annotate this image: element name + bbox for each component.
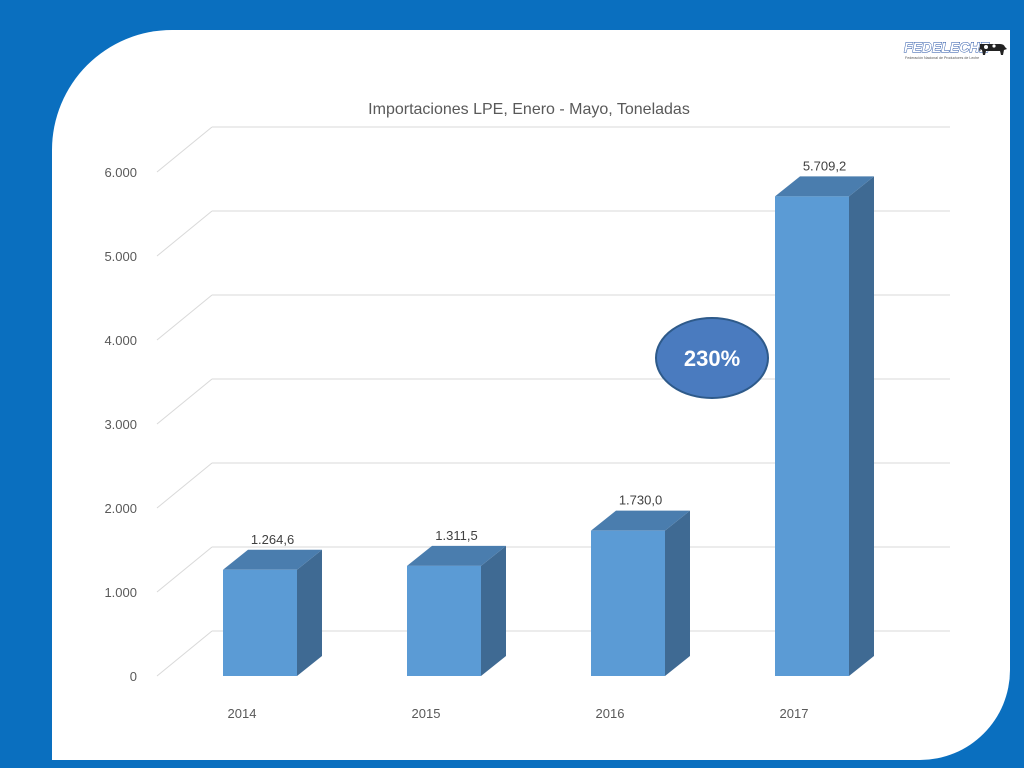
fedeleche-logo: FEDELECHE Federación Nacional de Product… (902, 34, 1010, 64)
logo-name: FEDELECHE (904, 39, 989, 55)
gridline-diagonal (156, 546, 213, 593)
data-label: 1.730,0 (619, 493, 662, 508)
bar-top (775, 176, 874, 197)
bar-top (407, 545, 506, 566)
bar-side (665, 510, 690, 676)
bar-top (591, 510, 690, 531)
bar-side (481, 545, 506, 676)
bar-front (407, 565, 481, 676)
data-label: 5.709,2 (803, 158, 846, 173)
bar-2014 (223, 549, 322, 676)
chart: Importaciones LPE, Enero - Mayo, Tonelad… (104, 101, 950, 721)
bar-2016 (591, 510, 690, 676)
gridline-diagonal (156, 294, 213, 341)
y-tick-label: 1.000 (104, 585, 137, 600)
y-tick-label: 6.000 (104, 165, 137, 180)
gridline-diagonal (156, 210, 213, 257)
x-tick-label: 2017 (780, 706, 809, 721)
y-tick-label: 2.000 (104, 501, 137, 516)
gridline-diagonal (156, 378, 213, 425)
bar-top (223, 549, 322, 570)
data-label: 1.264,6 (251, 532, 294, 547)
x-tick-label: 2015 (412, 706, 441, 721)
gridline-diagonal (156, 126, 213, 173)
logo-tagline: Federación Nacional de Productores de Le… (905, 56, 979, 60)
growth-badge: 230% (655, 317, 769, 399)
bar-front (775, 196, 849, 677)
x-tick-label: 2014 (228, 706, 257, 721)
slide-panel: FEDELECHE Federación Nacional de Product… (52, 30, 1010, 760)
bar-front (591, 530, 665, 676)
gridline-diagonal (156, 462, 213, 509)
bar-front (223, 569, 297, 676)
chart-title: Importaciones LPE, Enero - Mayo, Tonelad… (368, 101, 690, 118)
bar-side (849, 176, 874, 677)
data-label: 1.311,5 (435, 528, 477, 543)
bar-side (297, 549, 322, 676)
y-tick-label: 4.000 (104, 333, 137, 348)
bar-2017 (775, 176, 874, 677)
cow-icon (979, 44, 1007, 55)
y-tick-label: 3.000 (104, 417, 137, 432)
x-tick-label: 2016 (596, 706, 625, 721)
gridline-diagonal (156, 630, 213, 677)
bar-2015 (407, 545, 506, 676)
growth-badge-label: 230% (684, 346, 740, 371)
y-tick-label: 5.000 (104, 249, 137, 264)
y-tick-label: 0 (130, 669, 137, 684)
